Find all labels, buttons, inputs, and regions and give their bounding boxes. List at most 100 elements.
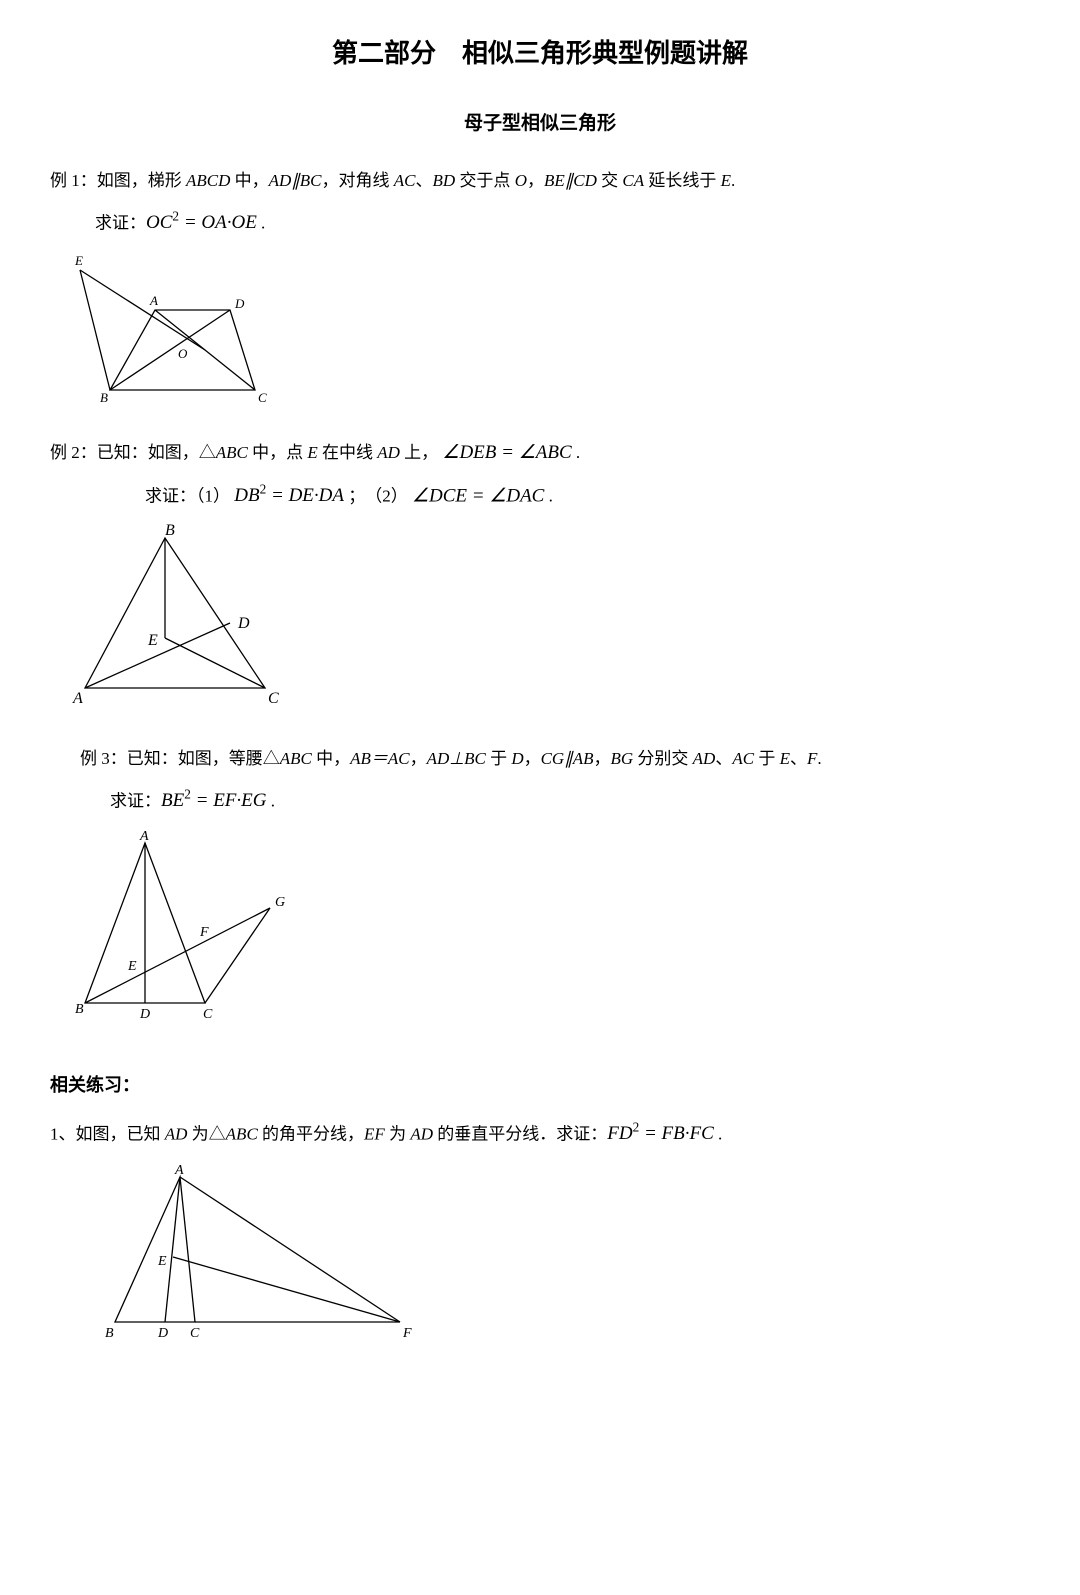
svg-text:F: F — [199, 925, 209, 940]
ex1-t15: E — [721, 171, 731, 190]
ex2-t1: ABC — [216, 443, 248, 462]
fig2-svg: B A C D E — [70, 523, 290, 718]
ex1-t3: AD∥BC — [269, 171, 322, 190]
ex3-proof: 求证：BE2 = EF·EG . — [50, 783, 1030, 819]
q1-t4: 的角平分线， — [258, 1124, 364, 1143]
svg-text:E: E — [127, 959, 137, 974]
ex2-t8: . — [572, 443, 581, 462]
figure-3: A B D C G E F — [70, 828, 1030, 1039]
ex2-end: . — [544, 486, 553, 505]
ex1-t11: BE∥CD — [544, 171, 597, 190]
ex2-p2: ∠DCE = ∠DAC — [412, 485, 544, 506]
svg-text:D: D — [157, 1326, 168, 1341]
ex1-t5: AC — [394, 171, 416, 190]
ex3-t6: 于 — [486, 749, 512, 768]
ex1-label: 例 1：如图，梯形 — [50, 171, 186, 190]
svg-text:A: A — [174, 1163, 184, 1178]
q1-t1: AD — [165, 1124, 188, 1143]
sub-title: 母子型相似三角形 — [50, 107, 1030, 141]
svg-text:D: D — [139, 1007, 150, 1022]
ex3-label: 例 3：已知：如图，等腰△ — [80, 749, 280, 768]
ex1-proof: 求证：OC2 = OA·OE . — [50, 205, 1030, 241]
ex3-t15: AC — [732, 749, 754, 768]
svg-text:F: F — [402, 1326, 412, 1341]
svg-text:B: B — [165, 523, 175, 539]
example-2: 例 2：已知：如图，△ABC 中，点 E 在中线 AD 上， ∠DEB = ∠A… — [50, 436, 1030, 470]
svg-text:O: O — [178, 346, 188, 361]
fig1-svg: E A D B C O — [70, 250, 290, 410]
ex1-proof-math: OC2 = OA·OE — [146, 212, 257, 233]
ex1-t6: 、 — [416, 171, 433, 190]
svg-text:B: B — [105, 1326, 114, 1341]
svg-text:C: C — [258, 390, 267, 405]
ex1-t2: 中， — [230, 171, 268, 190]
ex2-proof: 求证：（1） DB2 = DE·DA ； （2） ∠DCE = ∠DAC . — [50, 478, 1030, 514]
ex1-t7: BD — [433, 171, 456, 190]
svg-text:A: A — [149, 293, 158, 308]
ex1-t12: 交 — [597, 171, 623, 190]
svg-text:B: B — [75, 1002, 84, 1017]
ex2-t7: ∠DEB = ∠ABC — [442, 442, 571, 463]
svg-text:C: C — [190, 1326, 200, 1341]
ex3-t5: AD⊥BC — [427, 749, 486, 768]
figure-1: E A D B C O — [70, 250, 1030, 421]
q1-t2: 为△ — [187, 1124, 225, 1143]
ex1-t14: 延长线于 — [644, 171, 721, 190]
ex3-t19: F — [807, 749, 817, 768]
q1-math: FD2 = FB·FC — [607, 1123, 714, 1144]
ex1-t8: 交于点 — [455, 171, 515, 190]
svg-text:C: C — [203, 1007, 213, 1022]
practice-1: 1、如图，已知 AD 为△ABC 的角平分线，EF 为 AD 的垂直平分线．求证… — [50, 1116, 1030, 1152]
svg-text:A: A — [72, 690, 83, 707]
q1-label: 1、如图，已知 — [50, 1124, 165, 1143]
ex3-t14: 、 — [715, 749, 732, 768]
ex2-p1: DB2 = DE·DA — [234, 485, 344, 506]
ex3-t11: BG — [610, 749, 633, 768]
ex3-proof-end: . — [267, 791, 276, 810]
ex3-t1: ABC — [280, 749, 312, 768]
ex3-t12: 分别交 — [633, 749, 693, 768]
svg-text:G: G — [275, 895, 285, 910]
ex1-t13: CA — [622, 171, 644, 190]
ex3-proof-label: 求证： — [110, 791, 161, 810]
ex2-label: 例 2：已知：如图，△ — [50, 443, 216, 462]
q1-t6: 为 — [385, 1124, 411, 1143]
ex3-t16: 于 — [754, 749, 780, 768]
ex3-t18: 、 — [790, 749, 807, 768]
ex2-proof-label: 求证：（1） — [145, 486, 234, 505]
ex2-t6: 上， — [400, 443, 443, 462]
ex2-t5: AD — [377, 443, 400, 462]
svg-text:B: B — [100, 390, 108, 405]
ex3-t8: ， — [524, 749, 541, 768]
ex1-t10: ， — [527, 171, 544, 190]
q1-t7: AD — [410, 1124, 433, 1143]
ex1-t9: O — [515, 171, 527, 190]
ex3-t3: AB＝AC — [350, 749, 410, 768]
example-3: 例 3：已知：如图，等腰△ABC 中，AB＝AC，AD⊥BC 于 D，CG∥AB… — [50, 744, 1030, 775]
fig3-svg: A B D C G E F — [70, 828, 300, 1028]
q1-t5: EF — [364, 1124, 385, 1143]
practice-title: 相关练习： — [50, 1069, 1030, 1101]
ex3-proof-math: BE2 = EF·EG — [161, 790, 267, 811]
main-title: 第二部分 相似三角形典型例题讲解 — [50, 30, 1030, 77]
svg-text:A: A — [139, 829, 149, 844]
q1-t8: 的垂直平分线．求证： — [433, 1124, 607, 1143]
svg-text:E: E — [157, 1254, 167, 1269]
svg-text:C: C — [268, 690, 279, 707]
example-1: 例 1：如图，梯形 ABCD 中，AD∥BC，对角线 AC、BD 交于点 O，B… — [50, 166, 1030, 197]
svg-text:D: D — [234, 296, 245, 311]
ex1-t1: ABCD — [186, 171, 230, 190]
ex3-t13: AD — [693, 749, 716, 768]
ex2-t3: E — [307, 443, 317, 462]
ex1-proof-end: . — [257, 213, 266, 232]
ex3-t2: 中， — [312, 749, 350, 768]
fig4-svg: A B D C F E — [100, 1162, 420, 1347]
ex3-t20: . — [817, 749, 821, 768]
ex1-proof-label: 求证： — [95, 213, 146, 232]
ex3-t17: E — [780, 749, 790, 768]
ex2-t2: 中，点 — [248, 443, 308, 462]
svg-text:E: E — [74, 253, 83, 268]
ex2-mid: ； （2） — [344, 486, 412, 505]
figure-2: B A C D E — [70, 523, 1030, 729]
svg-text:E: E — [147, 632, 158, 649]
